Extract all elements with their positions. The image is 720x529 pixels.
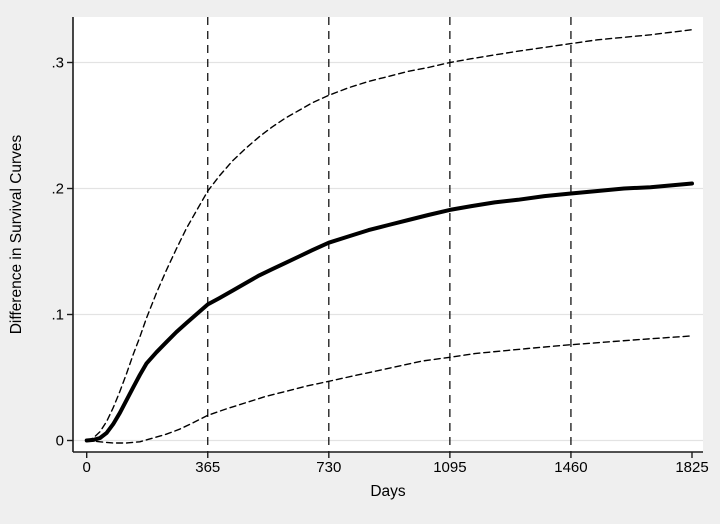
y-tick-label: .2	[51, 181, 64, 198]
x-tick-label: 365	[195, 459, 220, 476]
series-layer	[84, 29, 694, 444]
x-tick-label: 1095	[433, 459, 466, 476]
x-axis-title: Days	[370, 483, 406, 500]
series-difference-estimate	[84, 181, 694, 443]
y-tick-label: 0	[56, 433, 64, 450]
axes-layer	[67, 17, 703, 458]
reference-line-layer	[207, 17, 572, 452]
plot-area	[73, 17, 703, 452]
tick-label-layer: 0 .1 .2 .3 0 365 730 1095 1460 1825	[51, 55, 708, 477]
series-upper-confidence-limit	[85, 29, 693, 442]
y-axis-title: Difference in Survival Curves	[8, 134, 25, 334]
series-lower-confidence-limit	[85, 335, 693, 444]
x-tick-label: 0	[83, 459, 91, 476]
x-tick-label: 1825	[675, 459, 708, 476]
x-tick-label: 1460	[554, 459, 587, 476]
x-tick-label: 730	[316, 459, 341, 476]
gridline-layer	[73, 61, 703, 442]
y-tick-label: .3	[51, 55, 64, 72]
y-tick-label: .1	[51, 307, 64, 324]
